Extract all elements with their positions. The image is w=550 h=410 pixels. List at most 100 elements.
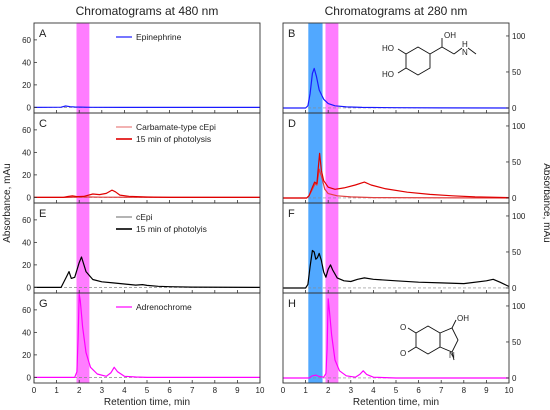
x-tick-label: 0 (281, 386, 286, 395)
panel-letter: G (39, 298, 48, 310)
x-tick-label: 0 (32, 386, 37, 395)
y-tick-label: 0 (512, 284, 517, 293)
panel-letter: D (288, 118, 296, 130)
legend-label: Adrenochrome (136, 302, 192, 312)
five-ring (439, 327, 459, 353)
x-tick-label: 4 (122, 386, 127, 395)
y-tick-label: 60 (22, 36, 31, 45)
panel-letter: C (39, 118, 47, 130)
y-tick-label: 100 (512, 212, 526, 221)
series-line-e-0 (34, 256, 261, 288)
atom-label: N (449, 351, 455, 360)
six-ring (415, 325, 441, 355)
y-tick-label: 20 (22, 171, 31, 180)
y-tick-label: 0 (512, 194, 517, 203)
y-tick-label: 100 (512, 302, 526, 311)
bond (451, 319, 457, 329)
panel-h: 0 50 100 0 1 2 3 4 5 6 7 8 9 10 H OH O O N (281, 292, 526, 395)
y-tick-label: 40 (22, 238, 31, 247)
x-tick-label: 6 (167, 386, 172, 395)
atom-label: OH (457, 314, 469, 323)
bond (453, 47, 463, 55)
y-tick-label: 0 (27, 193, 32, 202)
x-tick-label: 1 (54, 386, 59, 395)
y-tick-label: 0 (27, 373, 32, 382)
atom-label: N (462, 48, 468, 57)
x-tick-label: 4 (371, 386, 376, 395)
panel-a: 0 20 40 60 A Epinephrine (22, 22, 261, 114)
legend-label: cEpi (136, 212, 153, 222)
panel-letter: E (39, 208, 46, 220)
x-tick-label: 1 (303, 386, 308, 395)
y-tick-label: 20 (22, 261, 31, 270)
y-tick-label: 100 (512, 122, 526, 131)
atom-label: O (400, 323, 406, 332)
x-tick-label: 8 (462, 386, 467, 395)
legend-label: 15 min of photolysis (136, 134, 211, 144)
panel-letter: H (288, 298, 296, 310)
panel-letter: A (39, 28, 47, 40)
x-tick-label: 6 (416, 386, 421, 395)
x-tick-label: 2 (77, 386, 82, 395)
series-line-a-0 (33, 105, 260, 109)
bond (441, 46, 455, 55)
panel-d: 0 50 100 D (282, 112, 526, 204)
legend-label: 15 min of photolyis (136, 224, 207, 234)
bond (407, 327, 417, 334)
y-tick-label: 0 (27, 103, 32, 112)
atom-label: HO (382, 70, 394, 79)
panel-c: 0 20 40 60 C Carbamate-type cEpi 15 min of pho… (22, 112, 261, 204)
atom-label: OH (444, 31, 456, 40)
y-tick-label: 0 (27, 283, 32, 292)
column-title-480: Chromatograms at 480 nm (76, 4, 219, 18)
y-tick-label: 20 (22, 351, 31, 360)
series-line-f-0 (283, 249, 510, 289)
x-tick-label: 10 (256, 386, 265, 395)
x-tick-label: 10 (505, 386, 514, 395)
bond (397, 48, 407, 55)
epinephrine-structure: OH HN HO HO (382, 31, 477, 79)
panel-letter: F (288, 208, 295, 220)
atom-label: H (462, 40, 468, 49)
left-x-axis-label: Retention time, min (104, 397, 190, 408)
y-tick-label: 40 (22, 328, 31, 337)
x-tick-label: 3 (100, 386, 105, 395)
panel-g: 0 20 40 60 0 1 2 3 4 5 6 7 8 9 10 G Adrenochrome (22, 292, 265, 395)
series-line-h-0 (283, 298, 509, 379)
x-tick-label: 7 (439, 386, 444, 395)
atom-label: O (400, 349, 406, 358)
y-tick-label: 100 (512, 32, 526, 41)
x-tick-label: 8 (213, 386, 218, 395)
x-tick-label: 5 (145, 386, 150, 395)
adrenochrome-structure: OH O O N (400, 314, 469, 361)
panel-e: 0 20 40 60 E cEpi 15 min of photolyis (22, 202, 261, 294)
y-tick-label: 60 (22, 306, 31, 315)
right-x-axis-label: Retention time, min (353, 397, 439, 408)
y-tick-label: 50 (512, 158, 521, 167)
left-y-axis-label: Absorbance, mAu (2, 163, 13, 243)
y-tick-label: 40 (22, 148, 31, 157)
legend-label: Epinephrine (136, 32, 182, 42)
x-tick-label: 7 (190, 386, 195, 395)
atom-label: HO (382, 44, 394, 53)
x-tick-label: 2 (326, 386, 331, 395)
right-y-axis-label: Absorbance, mAu (541, 163, 550, 243)
series-line-b-0 (283, 67, 510, 109)
bond (429, 46, 443, 55)
y-tick-label: 60 (22, 216, 31, 225)
panel-b: 0 50 100 B OH HN HO HO (282, 22, 526, 114)
series-line-d-1 (283, 152, 510, 199)
bond (451, 351, 455, 361)
y-tick-label: 50 (512, 68, 521, 77)
x-tick-label: 5 (394, 386, 399, 395)
y-tick-label: 50 (512, 338, 521, 347)
y-tick-label: 0 (512, 104, 517, 113)
y-tick-label: 20 (22, 81, 31, 90)
y-tick-label: 50 (512, 248, 521, 257)
x-tick-label: 9 (484, 386, 489, 395)
x-tick-label: 9 (235, 386, 240, 395)
bond (467, 47, 477, 55)
panel-letter: B (288, 28, 295, 40)
benzene-ring (405, 46, 431, 76)
